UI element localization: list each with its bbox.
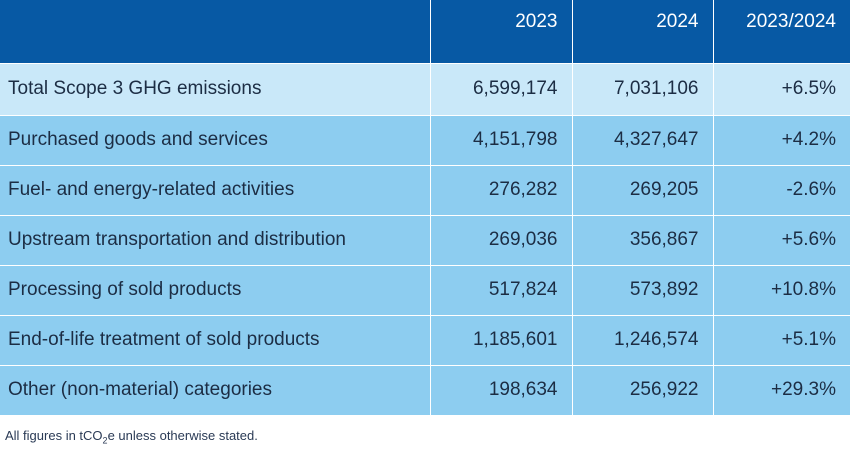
header-category bbox=[0, 0, 430, 63]
value-2024: 573,892 bbox=[571, 264, 713, 315]
value-change: +6.5% bbox=[712, 62, 850, 115]
value-2024: 1,246,574 bbox=[571, 314, 713, 365]
value-2024: 256,922 bbox=[571, 364, 713, 415]
value-change: +29.3% bbox=[712, 364, 850, 415]
header-change: 2023/2024 bbox=[712, 0, 850, 63]
value-change: +4.2% bbox=[712, 114, 850, 165]
value-change: -2.6% bbox=[712, 164, 850, 215]
header-2023: 2023 bbox=[429, 0, 572, 63]
footnote-subscript: 2 bbox=[102, 435, 108, 446]
table-row-total: Total Scope 3 GHG emissions 6,599,174 7,… bbox=[0, 62, 850, 115]
value-2024: 356,867 bbox=[571, 214, 713, 265]
footnote: All figures in tCO2e unless otherwise st… bbox=[5, 428, 850, 446]
value-2023: 269,036 bbox=[429, 214, 572, 265]
emissions-table-container: 2023 2024 2023/2024 Total Scope 3 GHG em… bbox=[0, 0, 850, 446]
row-label: Purchased goods and services bbox=[0, 114, 430, 165]
footnote-prefix: All figures in tCO bbox=[5, 428, 103, 443]
table-header-row: 2023 2024 2023/2024 bbox=[0, 0, 850, 63]
row-label: Other (non-material) categories bbox=[0, 364, 430, 415]
row-label: Processing of sold products bbox=[0, 264, 430, 315]
table-row: Processing of sold products 517,824 573,… bbox=[0, 264, 850, 315]
value-2023: 6,599,174 bbox=[429, 62, 572, 115]
value-2023: 1,185,601 bbox=[429, 314, 572, 365]
value-2023: 4,151,798 bbox=[429, 114, 572, 165]
value-2024: 7,031,106 bbox=[571, 62, 713, 115]
table-row: Upstream transportation and distribution… bbox=[0, 214, 850, 265]
table-row: End-of-life treatment of sold products 1… bbox=[0, 314, 850, 365]
value-2024: 4,327,647 bbox=[571, 114, 713, 165]
row-label: Upstream transportation and distribution bbox=[0, 214, 430, 265]
row-label: Total Scope 3 GHG emissions bbox=[0, 62, 430, 115]
table-row: Purchased goods and services 4,151,798 4… bbox=[0, 114, 850, 165]
value-2024: 269,205 bbox=[571, 164, 713, 215]
value-2023: 198,634 bbox=[429, 364, 572, 415]
row-label: Fuel- and energy-related activities bbox=[0, 164, 430, 215]
scope3-emissions-table: 2023 2024 2023/2024 Total Scope 3 GHG em… bbox=[0, 0, 850, 415]
header-2024: 2024 bbox=[571, 0, 713, 63]
value-change: +5.1% bbox=[712, 314, 850, 365]
table-row: Fuel- and energy-related activities 276,… bbox=[0, 164, 850, 215]
value-2023: 517,824 bbox=[429, 264, 572, 315]
value-change: +5.6% bbox=[712, 214, 850, 265]
footnote-suffix: e unless otherwise stated. bbox=[107, 428, 258, 443]
table-row: Other (non-material) categories 198,634 … bbox=[0, 364, 850, 415]
value-change: +10.8% bbox=[712, 264, 850, 315]
value-2023: 276,282 bbox=[429, 164, 572, 215]
row-label: End-of-life treatment of sold products bbox=[0, 314, 430, 365]
